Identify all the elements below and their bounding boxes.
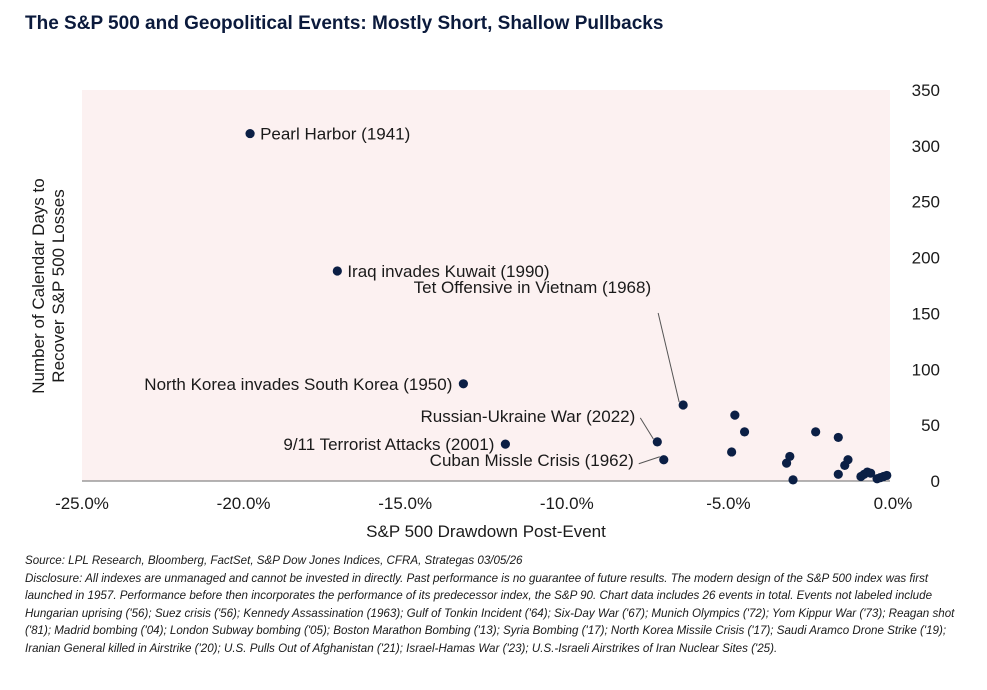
x-axis-ticks: -25.0% -20.0% -15.0% -10.0% -5.0% 0.0% xyxy=(55,494,912,513)
leader-line xyxy=(638,456,660,465)
data-point xyxy=(727,447,737,457)
data-point xyxy=(500,439,510,449)
x-tick-label: -5.0% xyxy=(706,494,750,513)
data-point xyxy=(332,266,342,276)
point-label: Pearl Harbor (1941) xyxy=(260,125,410,144)
y-tick-label: 150 xyxy=(912,304,940,323)
y-axis-title: Number of Calendar Days to Recover S&P 5… xyxy=(29,178,68,393)
svg-text:Recover S&P 500 Losses: Recover S&P 500 Losses xyxy=(49,189,68,382)
data-points xyxy=(245,128,892,485)
disclosure-note: Disclosure: All indexes are unmanaged an… xyxy=(25,571,955,655)
data-point xyxy=(833,469,843,479)
y-tick-label: 250 xyxy=(912,193,940,212)
x-tick-label: 0.0% xyxy=(874,494,913,513)
leader-line xyxy=(639,417,654,440)
chart-title: The S&P 500 and Geopolitical Events: Mos… xyxy=(25,13,664,34)
data-point xyxy=(811,427,821,437)
y-tick-label: 200 xyxy=(912,249,940,268)
source-note: Source: LPL Research, Bloomberg, FactSet… xyxy=(25,554,523,567)
y-tick-label: 300 xyxy=(912,137,940,156)
data-point xyxy=(843,455,853,465)
data-point xyxy=(245,128,255,139)
x-tick-label: -20.0% xyxy=(217,494,271,513)
y-axis-ticks: 0 50 100 150 200 250 300 350 xyxy=(912,81,940,491)
svg-text:Number of Calendar Days to: Number of Calendar Days to xyxy=(29,178,48,393)
data-point xyxy=(739,427,750,437)
data-point xyxy=(652,437,662,447)
data-point xyxy=(833,432,843,443)
data-point xyxy=(788,475,798,485)
y-tick-label: 100 xyxy=(912,360,940,379)
point-label: Iraq invades Kuwait (1990) xyxy=(347,262,549,281)
point-label: Russian-Ukraine War (2022) xyxy=(421,407,636,426)
y-tick-label: 50 xyxy=(921,416,940,435)
leader-lines xyxy=(638,312,680,465)
x-axis-title: S&P 500 Drawdown Post-Event xyxy=(366,522,606,541)
y-tick-label: 350 xyxy=(912,81,940,100)
point-label: Tet Offensive in Vietnam (1968) xyxy=(414,278,652,297)
point-label: Cuban Missle Crisis (1962) xyxy=(430,451,634,470)
data-point xyxy=(882,470,892,481)
data-point xyxy=(785,451,795,462)
plot-area xyxy=(82,90,890,481)
data-point xyxy=(730,410,740,420)
footnotes: Source: LPL Research, Bloomberg, FactSet… xyxy=(25,552,975,657)
x-tick-label: -10.0% xyxy=(540,494,594,513)
scatter-chart: 0 50 100 150 200 250 300 350 -25.0% -20.0% -15.0%… xyxy=(29,81,940,541)
data-point xyxy=(458,379,468,389)
data-point xyxy=(659,455,669,465)
point-labels: Pearl Harbor (1941) Iraq invades Kuwait (… xyxy=(144,125,651,470)
data-point xyxy=(866,468,876,478)
x-tick-label: -15.0% xyxy=(378,494,432,513)
data-point xyxy=(678,400,688,410)
point-label: North Korea invades South Korea (1950) xyxy=(144,375,452,394)
leader-line xyxy=(657,312,680,403)
x-tick-label: -25.0% xyxy=(55,494,109,513)
point-label: 9/11 Terrorist Attacks (2001) xyxy=(283,435,494,454)
y-tick-label: 0 xyxy=(931,472,940,491)
